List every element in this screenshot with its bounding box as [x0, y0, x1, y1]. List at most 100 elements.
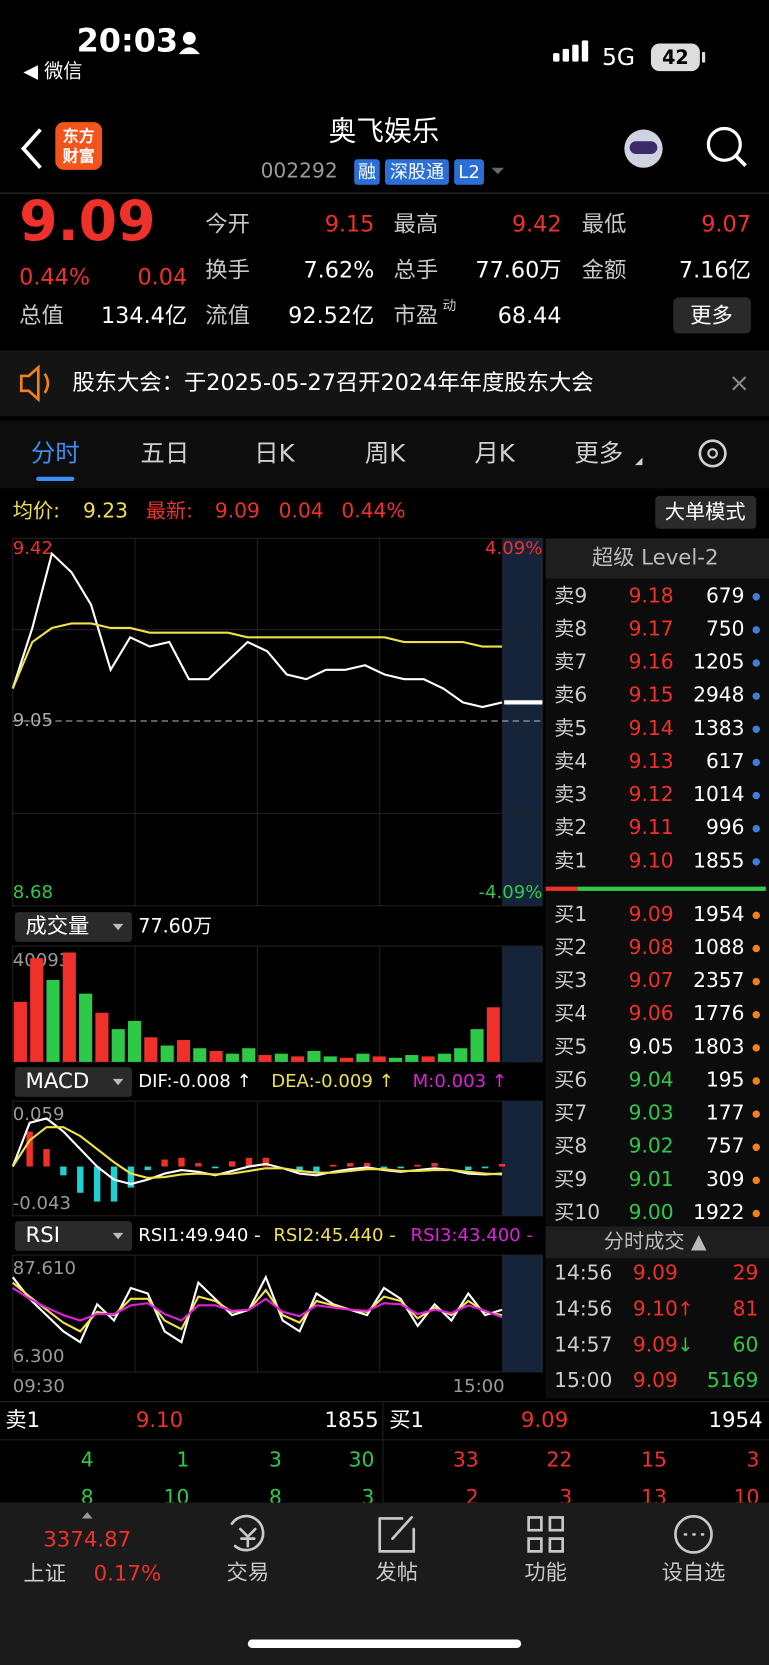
indicator-button[interactable]: [14, 912, 132, 942]
level-label: 买1: [554, 902, 587, 926]
macd-bar: [178, 1157, 185, 1167]
level-label: 买6: [554, 1067, 587, 1091]
queue-size: 4: [81, 1448, 94, 1472]
volume-bar: [30, 958, 44, 1062]
y-tick-label: 9.42: [13, 538, 53, 559]
trade-time: 14:56: [554, 1261, 612, 1285]
level-volume: 1776: [693, 1001, 744, 1025]
tab-caret: [634, 457, 643, 466]
index-pct: 0.17%: [94, 1562, 162, 1587]
nav-icon[interactable]: [674, 1515, 713, 1554]
level-label: 卖8: [554, 616, 587, 640]
nav-icon[interactable]: [230, 1514, 265, 1552]
nav-icon[interactable]: [378, 1516, 416, 1553]
queue-size: 30: [349, 1448, 375, 1472]
after-hours-zone: [502, 1101, 543, 1216]
y-tick-label: -0.043: [13, 1193, 71, 1214]
signal-bar: [572, 44, 579, 62]
back-button[interactable]: [20, 128, 42, 170]
indicator-button[interactable]: [14, 1067, 132, 1097]
stock-code: 002292: [261, 159, 338, 183]
user-icon: [182, 31, 196, 45]
trades-title: 分时成交 ▲: [604, 1229, 707, 1253]
search-icon[interactable]: [706, 126, 742, 162]
queue-size: 3: [747, 1448, 760, 1472]
level-price: 9.11: [629, 815, 674, 839]
mode-button[interactable]: [655, 495, 757, 529]
tab: 分时: [31, 438, 80, 467]
more-button-label: 更多: [690, 303, 733, 328]
level-volume: 309: [706, 1167, 745, 1191]
nav-label: 设自选: [662, 1561, 726, 1586]
trade-arrow: ↓: [678, 1333, 694, 1356]
trade-price: 9.09: [633, 1332, 678, 1356]
order-book-header: [545, 538, 769, 579]
settings-icon[interactable]: [698, 439, 727, 468]
avg-label: 均价:: [13, 498, 60, 522]
close-icon[interactable]: [732, 376, 747, 391]
level-dot: [752, 977, 760, 986]
nav-icon[interactable]: [527, 1516, 564, 1553]
level-dot: [752, 593, 760, 601]
dropdown-arrow: [112, 923, 124, 931]
macd-bar: [161, 1159, 168, 1167]
indicator-button[interactable]: [14, 1221, 132, 1251]
macd-bar: [313, 1166, 320, 1172]
x-tick-label: 15:00: [453, 1376, 505, 1397]
queue-size: 3: [269, 1448, 282, 1472]
tab: 日K: [254, 438, 295, 467]
level-label: 卖5: [554, 716, 587, 740]
level-volume: 617: [706, 749, 745, 773]
level-dot: [752, 758, 760, 767]
macd-bar: [26, 1131, 33, 1167]
field-label: 换手: [205, 257, 250, 283]
trade-arrow: ↑: [678, 1298, 694, 1321]
order-book-title: 超级 Level-2: [592, 546, 719, 571]
volume-bar: [421, 1056, 435, 1062]
trade-volume: 5169: [707, 1368, 758, 1392]
level-label: 买8: [554, 1134, 587, 1158]
level-label: 卖9: [554, 583, 587, 607]
y-tick-label: 6.300: [13, 1346, 65, 1367]
level-volume: 177: [706, 1101, 745, 1125]
dropdown-arrow: [112, 1232, 124, 1240]
latest-change: 0.04: [279, 498, 324, 522]
volume-bar: [111, 1029, 125, 1062]
macd-bar: [245, 1157, 253, 1167]
trades-header: [545, 1226, 769, 1259]
volume-bar: [454, 1048, 468, 1062]
spread-bar-red: [545, 886, 578, 891]
level-price: 9.05: [629, 1034, 674, 1058]
logo-text: 财富: [63, 147, 95, 166]
level-price: 9.15: [629, 683, 674, 707]
volume-total: 77.60万: [138, 915, 212, 938]
series-line: [11, 1274, 503, 1344]
legend-entry: DEA:-0.009 ↑: [271, 1071, 394, 1092]
pct-tick-label: -4.09%: [479, 882, 543, 903]
more-button[interactable]: [673, 297, 751, 334]
bid-volume: 1954: [708, 1408, 762, 1433]
level-label: 卖1: [554, 848, 587, 872]
level-price: 9.12: [629, 782, 674, 806]
logo: [55, 122, 103, 170]
search-handle: [734, 154, 747, 167]
y-tick-label: 8.68: [13, 882, 53, 903]
macd-bar: [195, 1163, 202, 1167]
field-value: 9.42: [512, 212, 562, 238]
queue-size: 15: [641, 1448, 667, 1472]
level-dot: [752, 944, 760, 953]
indicator-name: MACD: [26, 1069, 90, 1094]
latest-value: 9.09: [215, 498, 260, 522]
macd-bar: [60, 1166, 67, 1176]
signal-bar: [581, 40, 589, 62]
macd-bar: [330, 1164, 337, 1167]
level-price: 9.18: [629, 583, 674, 607]
tab: 更多: [574, 438, 623, 467]
dropdown-arrow: [112, 1078, 124, 1086]
level-price: 9.17: [629, 616, 674, 640]
level-label: 卖2: [554, 815, 587, 839]
level-dot: [752, 659, 760, 667]
volume-bar: [79, 993, 93, 1062]
level-dot: [752, 692, 760, 700]
level-price: 9.07: [629, 968, 674, 992]
